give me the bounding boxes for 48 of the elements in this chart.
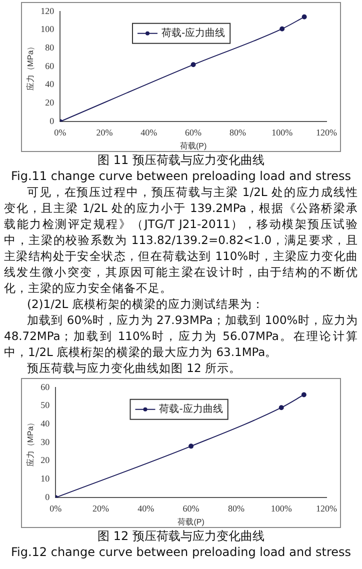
x-tick-label: 100%: [270, 503, 292, 514]
y-axis-title: 应力（MPa）: [26, 42, 36, 91]
point: [301, 392, 306, 398]
text: Fig.11 change curve between preloading load and stress: [10, 168, 352, 184]
y-tick-label: 40: [40, 418, 50, 428]
point: [302, 14, 307, 20]
point: [188, 444, 194, 449]
y-axis-title: 应力（MPa）: [26, 418, 36, 467]
x-tick-label: 80%: [229, 127, 246, 138]
legend-label: 荷载-应力曲线: [161, 26, 226, 39]
y-tick-label: 10: [40, 474, 50, 484]
x-tick-label: 40%: [138, 503, 155, 514]
x-axis-title: 荷载(P): [178, 517, 205, 526]
x-tick-label: 0%: [50, 503, 62, 514]
x-tick-label: 100%: [272, 127, 294, 138]
x-axis-title: 荷载(P): [180, 141, 207, 150]
x-tick-label: 60%: [185, 127, 202, 138]
text: (2)1/2L 底模桁架的横梁的应力测试结果为：: [26, 296, 265, 312]
x-tick-label: 60%: [182, 503, 200, 514]
point: [278, 405, 284, 410]
text: 图 12 预压荷载与应力变化曲线: [96, 528, 266, 544]
text: 加载到 60%时，应力为 27.93MPa；加载到 100%时，应力为 48.72MPa；加载到 110%时，应力为 56.07MPa。在理论计算中，1/2L 底模桁架的横梁的最大应力为 63.1MPa。: [4, 312, 358, 360]
x-tick-label: 0%: [54, 127, 67, 138]
y-tick-label: 20: [40, 455, 50, 466]
x-tick-label: 120%: [316, 127, 338, 138]
y-tick-label: 0: [45, 492, 50, 502]
y-tick-label: 80: [45, 42, 55, 52]
y-tick-label: 60: [40, 382, 50, 392]
text: 图 11 预压荷载与应力变化曲线: [96, 152, 266, 168]
x-tick-label: 120%: [316, 503, 338, 514]
text: Fig.12 change curve between preloading load and stress: [10, 544, 352, 560]
y-tick-label: 30: [40, 436, 50, 447]
x-tick-label: 80%: [228, 503, 245, 514]
text: 可见，在预压过程中，预压荷载与主梁 1/2L 处的应力成线性变化，且主梁 1/2L 处的应力小于 139.2MPa，根据《公路桥梁承载能力检测评定规程》（JTG/T J21-2011），移动模架预压试验中，主梁的校验系数为 113.82/139.2=0.82<1.0，满足要求，且主梁结构处于安全状态，但在荷载达到 110%时，主梁应力变化曲线发生微小突变，其原因可能主梁在设计时，由于结构的不断优化，主梁的应力安全储备不足。: [4, 184, 358, 296]
y-tick-label: 20: [45, 98, 55, 108]
x-tick-label: 40%: [140, 127, 158, 138]
text: 预压荷载与应力变化曲线如图 12 所示。: [26, 360, 242, 376]
y-tick-label: 0: [50, 116, 55, 126]
point: [190, 62, 196, 68]
point: [280, 26, 285, 32]
x-tick-label: 20%: [92, 503, 110, 514]
legend-label: 荷载-应力曲线: [159, 402, 223, 415]
y-tick-label: 100: [40, 24, 55, 34]
y-tick-label: 120: [40, 6, 55, 16]
x-tick-label: 20%: [96, 127, 114, 138]
y-tick-label: 40: [45, 79, 55, 90]
y-tick-label: 60: [45, 60, 55, 71]
y-tick-label: 50: [40, 400, 50, 410]
